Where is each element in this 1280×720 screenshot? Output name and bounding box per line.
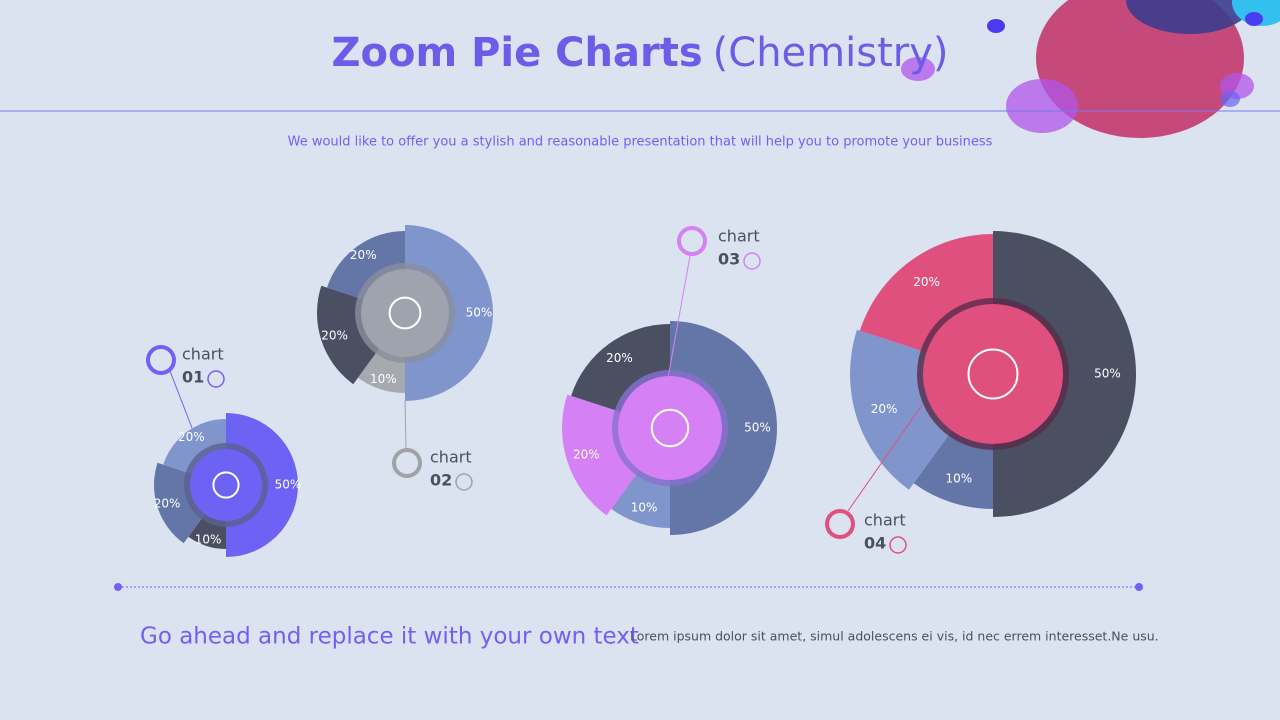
- value-label: 20%: [350, 248, 377, 262]
- value-label: 20%: [154, 497, 181, 511]
- value-label: 20%: [573, 448, 600, 462]
- callout-ring: [392, 448, 422, 478]
- title: Zoom Pie Charts (Chemistry): [332, 30, 949, 76]
- value-label: 10%: [946, 472, 973, 486]
- callout-ring: [825, 509, 855, 539]
- center-icon: [212, 471, 240, 499]
- callout-line: [169, 370, 193, 429]
- callout-label: chart: [864, 511, 906, 530]
- center-disc: [923, 304, 1063, 444]
- callout-icon: [207, 370, 225, 388]
- callout-number: 02: [430, 471, 452, 490]
- callout-number: 01: [182, 368, 204, 387]
- value-label: 50%: [744, 421, 771, 435]
- value-label: 20%: [871, 402, 898, 416]
- value-label: 50%: [1094, 367, 1121, 381]
- title-light: (Chemistry): [713, 30, 949, 76]
- footer-headline: Go ahead and replace it with your own te…: [140, 624, 639, 650]
- callout-label: chart: [718, 227, 760, 246]
- callout-icon: [743, 252, 761, 270]
- callout-ring: [677, 226, 707, 256]
- value-label: 10%: [631, 500, 658, 514]
- value-label: 10%: [370, 372, 397, 386]
- center-disc: [361, 269, 449, 357]
- divider-dot: [114, 583, 122, 591]
- callout-label: chart: [430, 448, 472, 467]
- value-label: 20%: [606, 351, 633, 365]
- decoration: [901, 0, 1280, 138]
- callout-line: [404, 400, 407, 450]
- value-label: 20%: [321, 328, 348, 342]
- callout-number: 03: [718, 250, 740, 269]
- value-label: 20%: [913, 275, 940, 289]
- callout-label: chart: [182, 345, 224, 364]
- center-icon: [388, 296, 422, 330]
- title-bold: Zoom Pie Charts: [332, 30, 703, 76]
- center-icon: [650, 408, 690, 448]
- callout-number: 04: [864, 534, 886, 553]
- footer-body: Lorem ipsum dolor sit amet, simul adoles…: [630, 629, 1159, 644]
- center-disc: [618, 376, 722, 480]
- callout-icon: [455, 473, 473, 491]
- divider-dot: [1135, 583, 1143, 591]
- callout-ring: [146, 345, 176, 375]
- callout-icon: [889, 536, 907, 554]
- subtitle: We would like to offer you a stylish and…: [288, 135, 993, 150]
- center-icon: [967, 348, 1019, 400]
- center-disc: [190, 449, 262, 521]
- value-label: 50%: [466, 306, 493, 320]
- callout-line: [847, 404, 923, 512]
- callout-line: [667, 255, 691, 379]
- value-label: 50%: [275, 478, 302, 492]
- value-label: 20%: [178, 430, 205, 444]
- value-label: 10%: [195, 533, 222, 547]
